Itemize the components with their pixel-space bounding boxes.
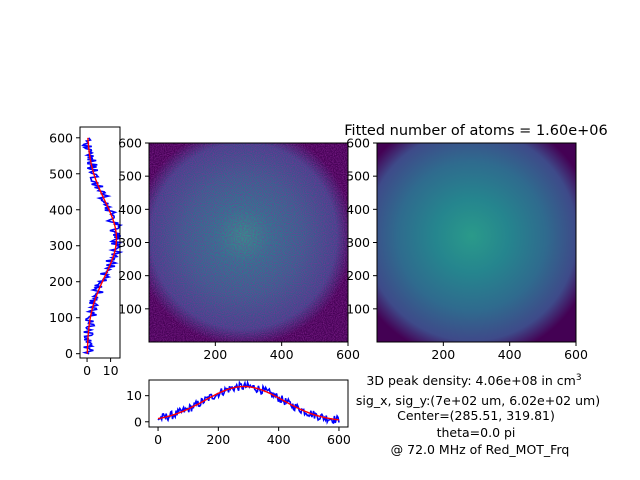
y-tick-label: 0 (134, 414, 142, 429)
info-text: 3D peak density: 4.06e+08 in cm3 sig_x, … (356, 373, 600, 457)
info-line-density: 3D peak density: 4.06e+08 in cm3 (366, 373, 581, 388)
x-tick-label: 0 (83, 363, 91, 378)
y-tick-label: 0 (65, 346, 73, 361)
x-tick-label: 400 (267, 432, 291, 447)
y-tick-label: 300 (346, 235, 370, 250)
vertical-fit-line (86, 137, 118, 354)
x-tick-label: 600 (564, 347, 588, 362)
x-tick-label: 200 (431, 347, 455, 362)
horizontal-data-line (157, 379, 340, 425)
raw-image-noise (149, 143, 348, 342)
y-tick-label: 400 (118, 202, 142, 217)
x-tick-label: 400 (498, 347, 522, 362)
y-tick-label: 500 (118, 169, 142, 184)
x-tick-label: 10 (103, 363, 119, 378)
y-tick-label: 10 (126, 388, 142, 403)
info-line-center: Center=(285.51, 319.81) (397, 408, 555, 423)
y-tick-label: 100 (49, 310, 73, 325)
y-tick-label: 600 (346, 136, 370, 151)
info-density-text: 3D peak density: 4.06e+08 in cm (366, 373, 575, 388)
x-tick-label: 400 (270, 347, 294, 362)
y-tick-label: 100 (346, 301, 370, 316)
y-tick-label: 400 (49, 202, 73, 217)
x-tick-label: 600 (336, 347, 360, 362)
y-tick-label: 100 (118, 301, 142, 316)
y-tick-label: 300 (49, 238, 73, 253)
y-tick-label: 200 (49, 274, 73, 289)
x-tick-label: 600 (327, 432, 351, 447)
info-line-frequency: @ 72.0 MHz of Red_MOT_Frq (391, 442, 570, 457)
raw-image-plot: 200 400 600 100 200 300 400 500 600 (118, 136, 360, 363)
y-tick-label: 500 (49, 166, 73, 181)
info-density-superscript: 3 (576, 373, 582, 383)
y-tick-label: 500 (346, 169, 370, 184)
info-line-theta: theta=0.0 pi (437, 425, 516, 440)
horizontal-fit-line (157, 385, 340, 421)
fitted-image-plot: 200 400 600 100 200 300 400 500 600 (346, 136, 588, 363)
horizontal-profile-plot: 0 200 400 600 0 10 (126, 379, 351, 447)
figure-title: Fitted number of atoms = 1.60e+06 (344, 123, 608, 139)
y-tick-label: 200 (118, 268, 142, 283)
y-tick-label: 400 (346, 202, 370, 217)
horizontal-profile-frame (148, 379, 349, 428)
y-tick-label: 200 (346, 268, 370, 283)
y-tick-label: 600 (49, 130, 73, 145)
info-line-sigma: sig_x, sig_y:(7e+02 um, 6.02e+02 um) (356, 393, 600, 408)
x-tick-label: 0 (154, 432, 162, 447)
x-tick-label: 200 (206, 432, 230, 447)
y-tick-label: 300 (118, 235, 142, 250)
y-tick-label: 600 (118, 136, 142, 151)
vertical-profile-frame (79, 126, 121, 359)
fitted-image-map (377, 143, 576, 342)
x-tick-label: 200 (203, 347, 227, 362)
